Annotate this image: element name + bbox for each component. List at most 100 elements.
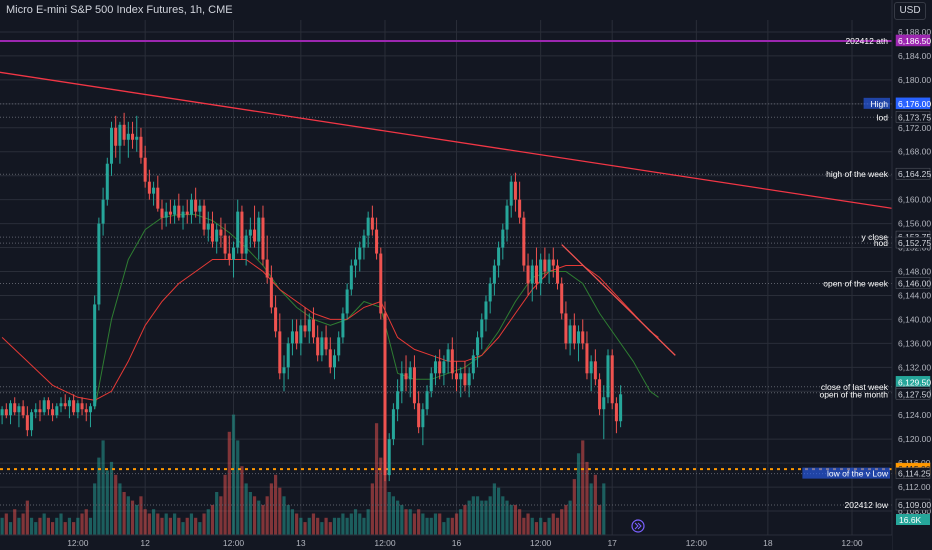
volume-bar [568,500,572,535]
volume-bar [135,504,139,535]
volume-bar [467,500,471,535]
volume-bar [518,509,522,535]
candle-body [232,247,236,260]
volume-bar [72,522,76,535]
volume-bar [425,517,429,535]
level-label: y close [862,232,889,242]
candle-body [383,313,387,476]
moving-averages [1,214,659,410]
candle-body [463,373,467,386]
candle-body [290,331,294,344]
candle-body [602,397,606,410]
candle-body [194,199,198,212]
volume-bar [206,509,210,535]
price-badge-label: 6,127.50 [898,389,931,399]
volume-bar [576,453,581,535]
volume-bar [109,461,114,535]
candle-body [34,409,38,413]
volume-bar [332,517,337,535]
candle-body [404,373,408,380]
candle-body [349,265,353,290]
volume-bar [215,492,219,535]
candle-body [450,349,454,374]
candle-body [76,403,80,413]
candle-body [606,355,610,398]
volume-bar [358,513,362,535]
price-badge-label: 6,176.00 [898,99,931,109]
volume-bar [173,513,177,535]
candle-body [72,400,76,413]
volume-bar [316,517,320,535]
candle-body [471,355,475,374]
price-tick-label: 6,140.00 [898,314,931,324]
time-tick-label: 12:00 [374,538,396,548]
volume-bar [177,517,181,535]
volume-bar [278,487,282,535]
candle-body [438,361,442,374]
price-badge [895,236,931,249]
volume-bar [122,492,126,535]
candle-body [303,325,307,332]
candle-body [269,277,273,308]
candle-body [497,247,501,266]
volume-bar [379,457,383,535]
time-axis-bg [0,535,892,550]
currency-button[interactable]: USD [894,2,926,20]
candle-body [476,337,480,356]
level-label: lod [877,112,889,122]
candle-body [433,361,437,374]
price-levels: 202412 ath High lod high of the week y close… [0,36,892,510]
time-tick-label: 12:00 [530,538,552,548]
volume-bar [248,492,252,535]
volume-bar [181,522,185,535]
candle-body [332,355,337,368]
candle-body [610,355,614,404]
candle-body [286,343,290,368]
volume-bar [421,513,425,535]
volume-bar [8,522,13,535]
volume-bar [496,487,501,535]
candle-body [484,301,488,320]
volume-bar [282,496,286,535]
candle-body [261,217,265,260]
candle-body [152,187,156,194]
candle-body [505,205,509,230]
candle-body [173,205,177,215]
candle-body [156,187,160,209]
volume-bar [341,513,345,535]
candle-body [198,205,202,212]
price-badge-label: 6,109.00 [898,500,931,510]
volume-bar [189,513,194,535]
volume-bar [349,513,353,535]
candle-body [168,211,172,215]
volume-bar [143,509,147,535]
volume-bar [84,509,88,535]
volume-bar [29,517,34,535]
candle-body [4,409,8,416]
volume-bar [307,517,311,535]
time-axis[interactable]: 12:00 12 12:00 13 12:00 16 12:00 17 12:00 18 12:00 [0,534,892,550]
volume-bar [210,504,215,535]
candle-body [236,211,240,248]
volume-bar [362,517,366,535]
candle-body [614,403,618,422]
candle-body [118,124,122,146]
candle-body [417,403,421,428]
candle-body [619,394,623,422]
volume-bar [88,517,93,535]
candle-body [539,259,543,284]
volume-bar [602,483,606,535]
price-badge-label: 6,146.00 [898,278,931,288]
candle-body [337,337,341,356]
volume-bar [484,500,488,535]
price-axis[interactable]: 6,188.00 6,184.00 6,180.00 6,176.00 6,172.00… [891,0,932,550]
volume-bar [366,509,370,535]
price-badge [895,167,931,180]
replay-icon[interactable] [631,519,645,533]
volume-bar [269,483,273,535]
candle-body [59,403,63,407]
volume-bar [42,513,46,535]
volume-bar [324,517,328,535]
volume-bar [513,504,518,535]
